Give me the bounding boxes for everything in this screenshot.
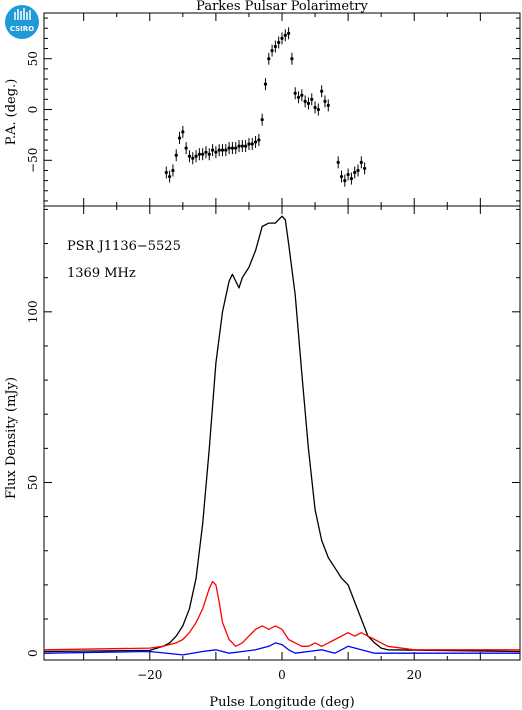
pa-data-point xyxy=(191,156,195,160)
pa-data-point xyxy=(247,142,251,146)
flux-y-tick-label: 100 xyxy=(26,300,40,323)
pa-y-tick-label: 50 xyxy=(26,51,40,66)
pa-data-point xyxy=(310,97,314,101)
pa-data-point xyxy=(237,144,241,148)
pa-data-point xyxy=(290,57,294,61)
pa-data-point xyxy=(273,44,277,49)
pa-data-point xyxy=(260,118,264,122)
pa-data-point xyxy=(227,146,231,150)
pa-data-point xyxy=(164,170,168,175)
pa-data-point xyxy=(171,168,175,173)
flux-x-tick-label: 20 xyxy=(407,668,422,682)
csiro-logo: CSIRO xyxy=(5,5,39,39)
pa-data-point xyxy=(230,146,235,150)
pa-data-point xyxy=(336,160,340,164)
csiro-logo-text: CSIRO xyxy=(10,25,34,33)
pa-data-point xyxy=(363,166,367,171)
pa-data-point xyxy=(320,89,324,93)
pa-segment xyxy=(164,27,294,183)
pa-panel: −50 0 50 P.A. (deg.) xyxy=(4,12,521,207)
total-intensity-line xyxy=(43,215,521,653)
pa-data-point xyxy=(220,148,225,152)
pa-data-point xyxy=(240,144,244,148)
pa-data-point xyxy=(201,152,205,156)
pa-data-point xyxy=(174,153,178,157)
pa-data-point xyxy=(177,136,182,140)
pa-data-point xyxy=(204,150,208,154)
pa-data-point xyxy=(250,142,254,146)
pa-data-point xyxy=(234,146,238,150)
pa-axis-ticks xyxy=(44,13,520,206)
pa-data-point xyxy=(306,101,311,106)
pa-data-point xyxy=(313,105,317,110)
pa-data-point xyxy=(346,172,350,177)
pa-data-point xyxy=(244,144,248,148)
pa-data-point xyxy=(293,91,297,95)
pa-y-tick-label: −50 xyxy=(26,148,40,173)
pa-data-point xyxy=(303,99,307,103)
pa-data-point xyxy=(168,174,172,179)
pa-data-point xyxy=(217,148,221,152)
pa-data-point xyxy=(267,57,271,61)
csiro-logo-bars xyxy=(14,8,31,20)
flux-x-axis-label: Pulse Longitude (deg) xyxy=(209,695,354,710)
pa-data-point xyxy=(349,176,354,181)
pa-data-point xyxy=(224,148,228,152)
pa-data-point xyxy=(257,138,261,142)
pa-data-point xyxy=(323,99,327,103)
pa-y-tick-label: 0 xyxy=(26,106,40,114)
pa-data-point xyxy=(296,95,301,99)
pa-data-point xyxy=(253,140,258,144)
pa-data-point xyxy=(263,82,268,86)
pa-data-point xyxy=(339,174,344,179)
csiro-logo-circle xyxy=(5,5,39,39)
pa-axis-tick-labels: −50 0 50 xyxy=(26,51,40,173)
pa-data-point xyxy=(181,130,185,134)
flux-x-tick-label: 0 xyxy=(278,668,286,682)
flux-axis-ticks xyxy=(44,206,520,660)
pa-data-point xyxy=(353,170,357,175)
flux-axis-tick-labels: 0 50 100 −20 0 20 xyxy=(26,300,422,682)
pa-segment xyxy=(336,156,367,187)
pa-data-point xyxy=(300,93,304,97)
pa-data-point xyxy=(197,152,201,156)
pa-data-point xyxy=(326,103,330,108)
pa-y-axis-label: P.A. (deg.) xyxy=(4,79,19,146)
pa-data-point xyxy=(287,31,291,35)
circular-polarization-line xyxy=(43,642,520,656)
pa-data-point xyxy=(277,40,281,45)
flux-panel: 0 50 100 −20 0 20 PSR J1136−5525 1369 MHz Flu… xyxy=(4,205,521,710)
flux-y-tick-label: 50 xyxy=(26,475,40,490)
pa-data-point xyxy=(280,36,284,40)
flux-y-axis-label: Flux Density (mJy) xyxy=(4,377,19,499)
pa-data-point xyxy=(194,154,198,158)
chart-title: Parkes Pulsar Polarimetry xyxy=(196,0,368,14)
pa-data-point xyxy=(270,48,274,53)
flux-y-tick-label: 0 xyxy=(26,649,40,657)
pa-data-point xyxy=(184,146,188,150)
linear-polarization-line xyxy=(43,580,520,651)
pa-data-point xyxy=(207,152,211,156)
pa-data-point xyxy=(359,160,363,164)
pa-data-point xyxy=(343,179,347,183)
pa-data-point xyxy=(214,150,218,154)
flux-x-tick-label: −20 xyxy=(137,668,162,682)
pa-data-point xyxy=(356,168,360,173)
flux-profile-lines xyxy=(43,215,521,656)
pa-data-point xyxy=(187,154,192,158)
pulsar-name-annotation: PSR J1136−5525 xyxy=(67,239,181,254)
pa-data-points xyxy=(164,27,367,187)
pa-segment xyxy=(293,85,330,116)
pa-data-point xyxy=(283,33,287,37)
pa-data-point xyxy=(210,148,215,152)
frequency-annotation: 1369 MHz xyxy=(67,266,136,281)
pa-data-point xyxy=(316,107,320,112)
